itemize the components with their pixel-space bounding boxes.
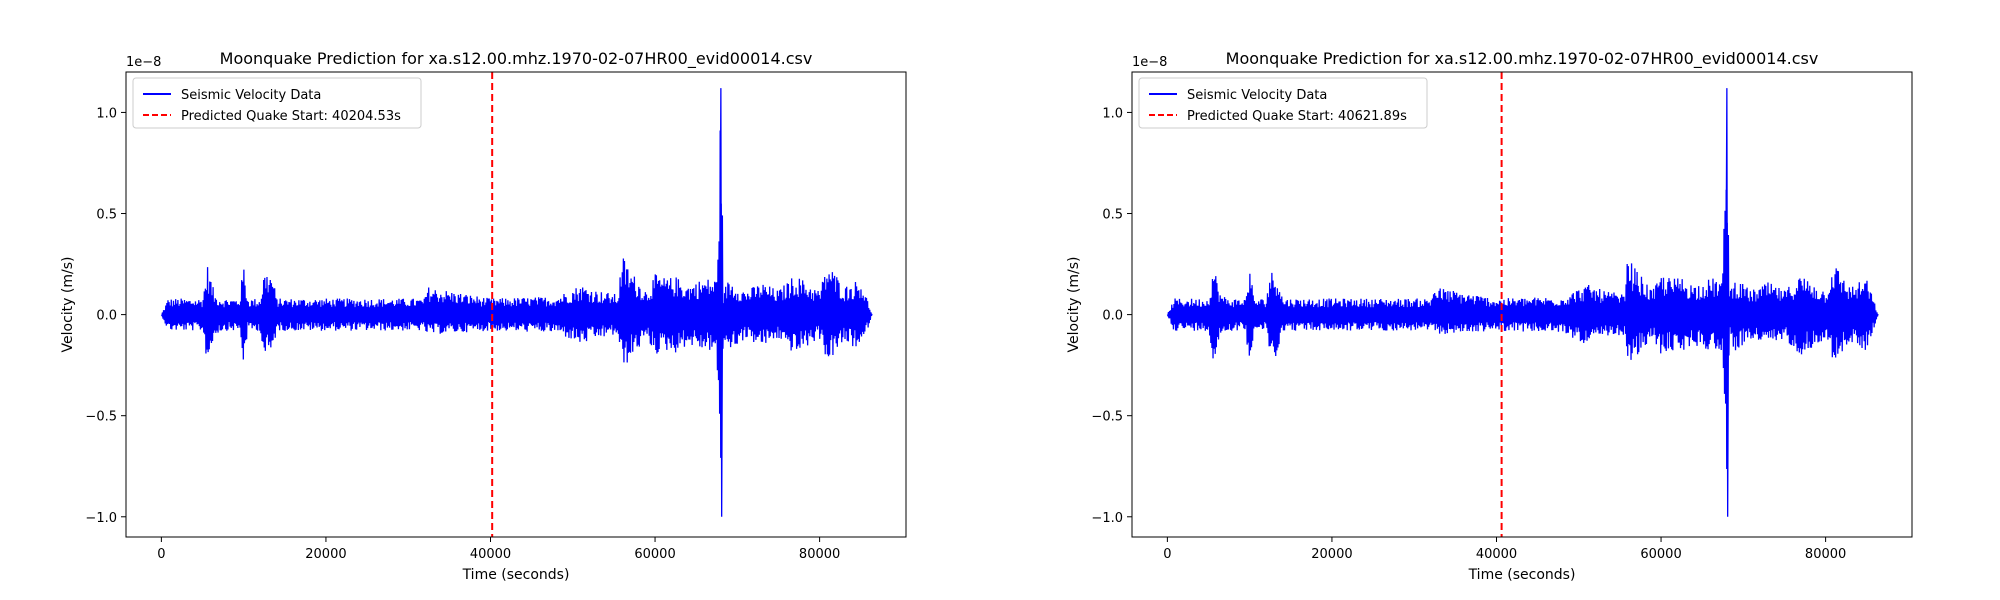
x-tick-label: 20000 [1311,547,1352,562]
legend-label-prediction: Predicted Quake Start: 40204.53s [181,109,401,124]
y-tick-label: 1.0 [96,106,117,121]
legend-label-waveform: Seismic Velocity Data [181,88,321,103]
chart-title: Moonquake Prediction for xa.s12.00.mhz.1… [220,49,813,69]
x-tick-label: 20000 [305,547,346,562]
y-tick-label: −0.5 [85,410,117,425]
x-tick-label: 60000 [1640,547,1681,562]
x-tick-label: 80000 [1805,547,1846,562]
legend: Seismic Velocity Data Predicted Quake Sta… [132,77,422,129]
x-tick-label: 80000 [799,547,840,562]
legend-box [1138,77,1428,129]
y-tick-label: 0.0 [96,309,117,324]
legend-label-waveform: Seismic Velocity Data [1187,88,1327,103]
x-tick-label: 40000 [470,547,511,562]
y-offset-label: 1e−8 [126,55,161,70]
y-tick-label: 0.0 [1102,309,1123,324]
x-axis-label: Time (seconds) [1468,567,1576,583]
legend: Seismic Velocity Data Predicted Quake Sta… [1138,77,1428,129]
plot-area-frame [1131,71,1913,538]
y-tick-label: 0.5 [96,208,117,223]
x-tick-label: 40000 [1476,547,1517,562]
seismic-waveform-line [1166,88,1879,517]
chart-panel-1: 0 20000 40000 60000 80000 −1.0 −0.5 0.0 0.5 1.0 1e… [60,49,907,583]
x-tick-label: 0 [1163,547,1171,562]
legend-box [132,77,422,129]
chart-panel-2: 0 20000 40000 60000 80000 −1.0 −0.5 0.0 0.5 1.0 1e… [1066,49,1913,583]
seismic-waveform-line [160,88,873,517]
y-tick-label: 1.0 [1102,106,1123,121]
x-tick-label: 0 [157,547,165,562]
y-tick-label: −1.0 [1091,511,1123,526]
y-tick-label: −1.0 [85,511,117,526]
x-tick-label: 60000 [634,547,675,562]
chart-title: Moonquake Prediction for xa.s12.00.mhz.1… [1226,49,1819,69]
y-offset-label: 1e−8 [1132,55,1167,70]
y-axis-label: Velocity (m/s) [1066,257,1082,353]
legend-label-prediction: Predicted Quake Start: 40621.89s [1187,109,1407,124]
y-axis-label: Velocity (m/s) [60,257,76,353]
y-tick-label: −0.5 [1091,410,1123,425]
x-axis-label: Time (seconds) [462,567,570,583]
y-tick-label: 0.5 [1102,208,1123,223]
plot-area-frame [125,71,907,538]
